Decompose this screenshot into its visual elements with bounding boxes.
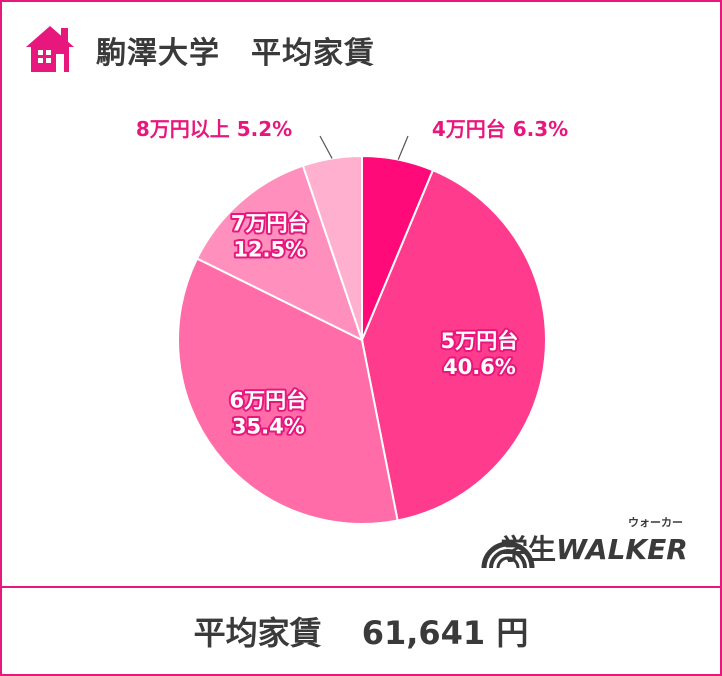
slice-label-3: 7万円台 — [231, 212, 309, 236]
leader-line-4 — [319, 135, 333, 159]
average-rent-footer: 平均家賃 61,641 円 — [0, 588, 722, 674]
pie-slice-2 — [177, 257, 399, 525]
average-rent-label: 平均家賃 — [193, 614, 322, 652]
slice-value-3: 12.5% — [233, 238, 306, 262]
slice-value-2: 35.4% — [232, 415, 305, 439]
slice-label-4: 8万円以上 5.2% — [136, 117, 292, 141]
leader-line-0 — [397, 135, 409, 160]
logo-text: 学生WALKER — [500, 528, 688, 568]
slice-label-2: 6万円台 — [229, 389, 307, 413]
average-rent-value: 61,641 円 — [361, 614, 529, 652]
slice-label-1: 5万円台 — [441, 329, 519, 353]
slice-label-0: 4万円台 6.3% — [432, 117, 568, 141]
slice-value-1: 40.6% — [443, 355, 516, 379]
gakusei-walker-logo: ウォーカー 学生WALKER — [478, 514, 698, 574]
pie-slice-3 — [195, 164, 364, 342]
footer-divider — [0, 586, 722, 588]
logo-text-jp: 学生 — [500, 533, 557, 566]
header: 駒澤大学 平均家賃 — [22, 22, 375, 78]
pie-slice-1 — [360, 168, 547, 522]
logo-text-en: WALKER — [556, 533, 688, 566]
logo-ruby: ウォーカー — [628, 516, 683, 529]
house-icon — [22, 20, 78, 80]
page-title: 駒澤大学 平均家賃 — [96, 36, 375, 71]
